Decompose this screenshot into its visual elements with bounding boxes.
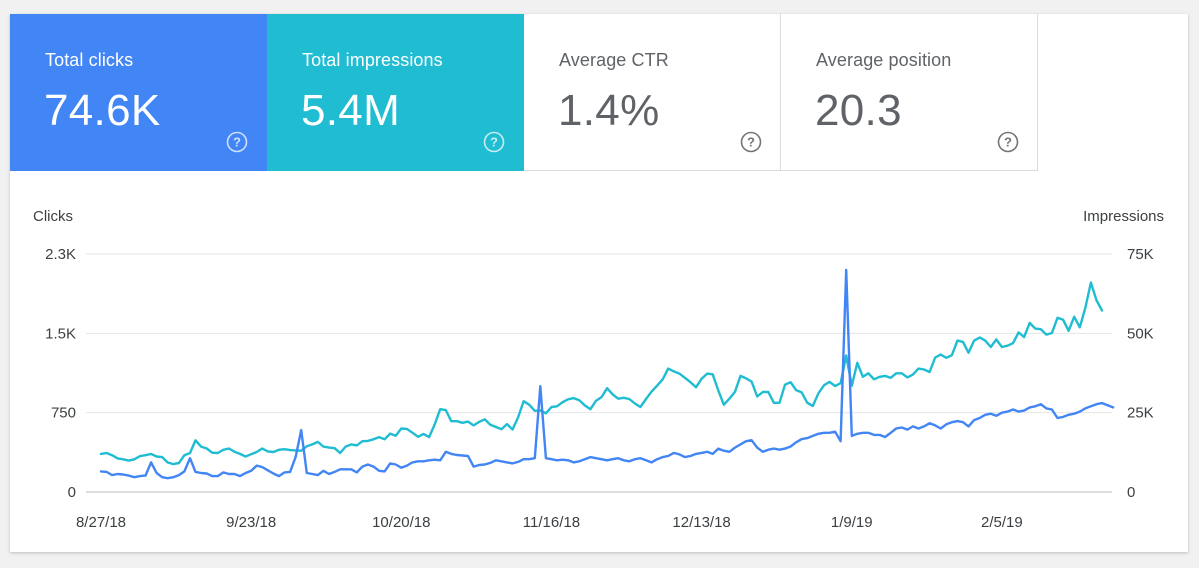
metric-tile-average-position[interactable]: Average position 20.3 ?: [781, 14, 1038, 171]
metric-label: Average position: [816, 50, 952, 70]
metric-tile-average-ctr[interactable]: Average CTR 1.4% ?: [524, 14, 781, 171]
x-tick-label: 12/13/18: [672, 514, 730, 531]
series-line-clicks: [99, 268, 1115, 480]
x-tick-label: 9/23/18: [226, 514, 276, 531]
question-circle-icon[interactable]: ?: [483, 131, 505, 153]
svg-text:?: ?: [747, 135, 755, 150]
series-line-impressions: [99, 281, 1104, 466]
question-circle-icon[interactable]: ?: [226, 131, 248, 153]
right-tick-label: 25K: [1127, 405, 1154, 422]
left-tick-label: 0: [68, 484, 76, 501]
left-axis-title: Clicks: [33, 208, 73, 225]
performance-chart: Clicks Impressions 0 750 1.5K 2.3K 0 25K 50K 7…: [33, 208, 1164, 531]
svg-text:?: ?: [1004, 135, 1012, 150]
metric-value: 5.4M: [301, 86, 401, 135]
question-circle-icon[interactable]: ?: [997, 131, 1019, 153]
metric-tile-total-clicks[interactable]: Total clicks 74.6K ?: [10, 14, 267, 171]
x-tick-label: 10/20/18: [372, 514, 430, 531]
metric-label: Total clicks: [45, 50, 134, 70]
metric-label: Total impressions: [302, 50, 443, 70]
metric-value: 1.4%: [558, 86, 660, 135]
right-tick-label: 75K: [1127, 246, 1154, 263]
metric-value: 74.6K: [44, 86, 161, 135]
svg-text:?: ?: [490, 135, 498, 150]
right-tick-label: 0: [1127, 484, 1135, 501]
question-circle-icon[interactable]: ?: [740, 131, 762, 153]
left-tick-label: 1.5K: [45, 325, 76, 342]
performance-card: Total clicks 74.6K ? Total impressions 5…: [10, 14, 1188, 552]
x-tick-label: 8/27/18: [76, 514, 126, 531]
svg-text:?: ?: [233, 135, 241, 150]
x-tick-label: 11/16/18: [523, 514, 580, 531]
right-tick-label: 50K: [1127, 325, 1154, 342]
x-tick-label: 2/5/19: [981, 514, 1023, 531]
right-axis-title: Impressions: [1083, 208, 1164, 225]
metric-value: 20.3: [815, 86, 902, 135]
left-tick-label: 750: [51, 405, 76, 422]
x-tick-label: 1/9/19: [831, 514, 873, 531]
left-tick-label: 2.3K: [45, 246, 76, 263]
metric-tile-total-impressions[interactable]: Total impressions 5.4M ?: [267, 14, 524, 171]
metric-label: Average CTR: [559, 50, 669, 70]
metric-tiles: Total clicks 74.6K ? Total impressions 5…: [10, 14, 1040, 171]
